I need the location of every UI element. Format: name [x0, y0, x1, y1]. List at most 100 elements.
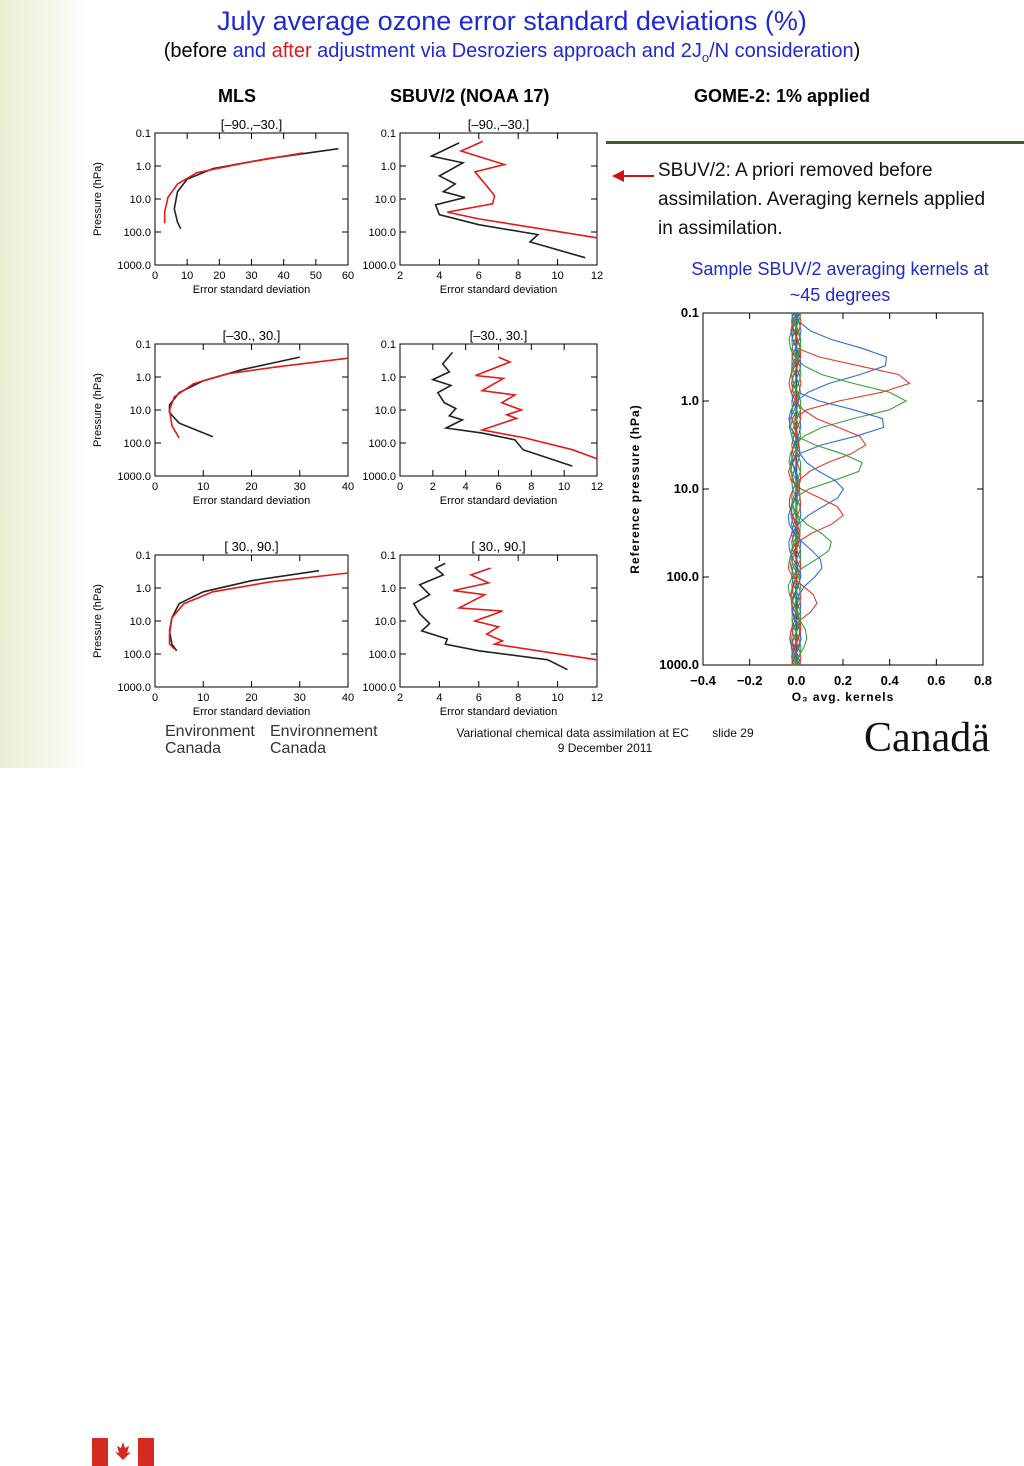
y-tick-label: 0.1: [681, 305, 699, 320]
y-tick-label: 0.1: [136, 550, 151, 562]
series-line-after: [453, 567, 598, 661]
y-tick-label: 10.0: [375, 616, 396, 628]
y-tick-label: 100.0: [123, 227, 151, 239]
panel-subtitle: [–90.,–30.]: [221, 117, 282, 132]
y-tick-label: 1000.0: [117, 682, 151, 694]
y-tick-label: 10.0: [674, 481, 699, 496]
y-tick-label: 1.0: [136, 161, 151, 173]
panel-subtitle: [ 30., 90.]: [224, 539, 278, 554]
y-tick-label: 0.1: [381, 128, 396, 140]
kernel-line: [788, 312, 908, 666]
sbuv-note: SBUV/2: A priori removed before assimila…: [658, 160, 986, 239]
x-axis-label: Error standard deviation: [440, 495, 557, 507]
footer-center: Variational chemical data assimilation a…: [456, 726, 754, 755]
canada-flag-icon: [92, 1438, 154, 1466]
x-tick-label: 50: [310, 270, 322, 282]
y-axis-label: Reference pressure (hPa): [628, 404, 642, 573]
series-line-before: [168, 569, 320, 652]
series-line-after: [447, 140, 598, 239]
slide-subtitle: (before and after adjustment via Desrozi…: [163, 40, 861, 65]
series-line-before: [412, 562, 568, 671]
canada-wordmark: Canadä: [864, 715, 990, 761]
series-line-after: [168, 357, 349, 439]
plot-frame: [154, 343, 349, 477]
x-tick-label: 2: [430, 481, 436, 493]
x-tick-label: 10: [181, 270, 193, 282]
column-header-gome: GOME-2: 1% applied: [694, 86, 871, 106]
x-tick-label: 0.4: [881, 673, 900, 688]
x-tick-label: 4: [436, 692, 442, 704]
decorative-sidebar: [0, 0, 86, 768]
y-tick-label: 10.0: [375, 405, 396, 417]
x-tick-label: 6: [495, 481, 501, 493]
y-tick-label: 0.1: [136, 128, 151, 140]
x-tick-label: −0.2: [737, 673, 763, 688]
x-tick-label: 40: [342, 481, 354, 493]
y-tick-label: 10.0: [375, 194, 396, 206]
panel-subtitle: [ 30., 90.]: [471, 539, 525, 554]
y-tick-label: 1000.0: [117, 260, 151, 272]
y-tick-label: 10.0: [130, 405, 151, 417]
plot-frame: [154, 132, 349, 266]
y-tick-label: 1.0: [381, 372, 396, 384]
x-tick-label: 60: [342, 270, 354, 282]
series-line-after: [475, 356, 598, 460]
x-tick-label: 0.8: [974, 673, 992, 688]
x-tick-label: 4: [436, 270, 442, 282]
kernel-line: [787, 312, 823, 666]
column-header-sbuv: SBUV/2 (NOAA 17): [390, 86, 550, 106]
y-tick-label: 100.0: [666, 569, 699, 584]
charts-canvas: 0 10 20 30 40 50 60 0.1 1.0 10.0 100.0 1000.0 Error …: [92, 117, 992, 718]
kernel-line: [789, 312, 808, 666]
x-tick-label: 20: [245, 481, 257, 493]
y-tick-label: 100.0: [123, 438, 151, 450]
y-tick-label: 1000.0: [117, 471, 151, 483]
kernel-caption: Sample SBUV/2 averaging kernels at ~45 d…: [691, 259, 989, 305]
x-tick-label: −0.4: [690, 673, 716, 688]
x-tick-label: 6: [476, 270, 482, 282]
x-tick-label: 10: [551, 692, 563, 704]
plot-frame: [399, 554, 598, 688]
x-tick-label: 2: [397, 692, 403, 704]
x-tick-label: 0.6: [927, 673, 945, 688]
series-line-after: [168, 572, 349, 650]
x-axis-label: Error standard deviation: [193, 284, 310, 296]
x-tick-label: 6: [476, 692, 482, 704]
x-tick-label: 12: [591, 270, 603, 282]
y-axis-label: Pressure (hPa): [92, 584, 104, 658]
x-axis-label: Error standard deviation: [440, 284, 557, 296]
x-tick-label: 10: [197, 481, 209, 493]
y-tick-label: 1.0: [136, 372, 151, 384]
x-tick-label: 8: [515, 270, 521, 282]
y-tick-label: 1000.0: [362, 260, 396, 272]
x-tick-label: 10: [558, 481, 570, 493]
divider-line: [606, 141, 1024, 144]
series-line-before: [168, 356, 300, 438]
y-tick-label: 1.0: [381, 161, 396, 173]
x-tick-label: 2: [397, 270, 403, 282]
y-tick-label: 1.0: [381, 583, 396, 595]
x-axis-label: Error standard deviation: [440, 706, 557, 718]
y-tick-label: 1000.0: [362, 471, 396, 483]
x-tick-label: 30: [294, 481, 306, 493]
x-tick-label: 30: [245, 270, 257, 282]
x-tick-label: 8: [528, 481, 534, 493]
y-tick-label: 1000.0: [659, 657, 699, 672]
y-axis-label: Pressure (hPa): [92, 162, 104, 236]
y-tick-label: 1000.0: [362, 682, 396, 694]
y-tick-label: 0.1: [381, 339, 396, 351]
y-tick-label: 10.0: [130, 616, 151, 628]
y-tick-label: 0.1: [136, 339, 151, 351]
x-tick-label: 4: [463, 481, 469, 493]
series-line-after: [163, 152, 304, 224]
x-tick-label: 12: [591, 692, 603, 704]
kernel-line: [787, 312, 818, 666]
plot-frame: [154, 554, 349, 688]
y-axis-label: Pressure (hPa): [92, 373, 104, 447]
x-axis-label: Error standard deviation: [193, 706, 310, 718]
x-tick-label: 0: [152, 270, 158, 282]
panel-subtitle: [–30., 30.]: [223, 328, 281, 343]
y-tick-label: 1.0: [136, 583, 151, 595]
x-tick-label: 40: [342, 692, 354, 704]
y-tick-label: 100.0: [368, 649, 396, 661]
